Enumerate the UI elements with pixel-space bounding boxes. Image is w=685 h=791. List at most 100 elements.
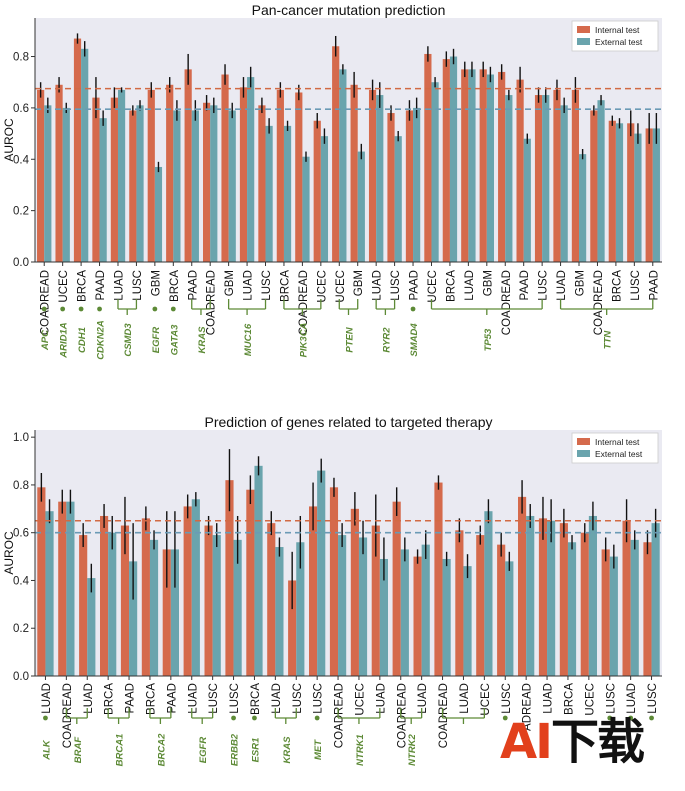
gene-label: ERBB2 xyxy=(230,733,241,766)
category-label: LUAD xyxy=(417,683,429,714)
gene-dot xyxy=(410,306,416,312)
bar-internal xyxy=(129,110,137,262)
bar-internal xyxy=(350,508,359,676)
bar-external xyxy=(247,77,255,262)
bar-external xyxy=(99,118,107,262)
bar-external xyxy=(376,95,384,262)
category-label: LUSC xyxy=(132,270,144,301)
bar-external xyxy=(108,532,117,676)
bar-internal xyxy=(350,84,358,262)
bar-internal xyxy=(538,518,548,676)
bar-internal xyxy=(643,542,652,676)
bar-internal xyxy=(645,128,653,262)
gene-dot xyxy=(60,306,66,312)
category-label: LUSC xyxy=(538,270,550,301)
bar-external xyxy=(463,566,472,676)
category-label: COADREAD xyxy=(396,683,408,748)
legend-label: External test xyxy=(595,449,643,459)
bar-external xyxy=(560,105,568,262)
gene-label: KRAS xyxy=(197,326,208,354)
chart-title: Pan-cancer mutation prediction xyxy=(252,2,446,18)
bar-internal xyxy=(424,53,432,263)
targeted-therapy-chart: Prediction of genes related to targeted … xyxy=(2,414,662,766)
gene-label: EGFR xyxy=(151,327,162,354)
category-label: LUAD xyxy=(543,683,555,714)
bar-internal xyxy=(580,532,589,676)
plot-area xyxy=(35,430,662,676)
y-axis-label: AUROC xyxy=(2,118,16,162)
category-label: UCEC xyxy=(316,270,328,303)
category-label: COADREAD xyxy=(40,270,52,335)
bar-external xyxy=(542,95,550,262)
gene-label: SMAD4 xyxy=(409,323,420,357)
bar-internal xyxy=(202,102,211,262)
gene-label: BRCA1 xyxy=(115,734,126,767)
gene-dot xyxy=(314,715,320,721)
bar-internal xyxy=(498,71,506,262)
category-label: LUAD xyxy=(113,270,125,301)
bar-external xyxy=(634,133,642,262)
category-label: BRCA xyxy=(104,683,116,715)
bar-internal xyxy=(461,69,469,262)
category-label: GBM xyxy=(353,270,365,296)
y-tick-label: 0.0 xyxy=(13,257,29,269)
gene-dot xyxy=(152,306,158,312)
category-label: LUAD xyxy=(626,683,638,714)
gene-label: CDKN2A xyxy=(96,320,107,360)
bar-external xyxy=(254,465,263,676)
bar-external xyxy=(62,107,70,262)
bar-external xyxy=(44,105,52,262)
gene-label: APC xyxy=(40,330,51,351)
category-label: LUAD xyxy=(41,683,53,714)
bar-external xyxy=(233,539,242,676)
legend-label: Internal test xyxy=(595,437,640,447)
bar-external xyxy=(117,89,126,262)
gene-label: RYR2 xyxy=(381,327,392,353)
bar-external xyxy=(630,539,639,676)
gene-label: MET xyxy=(313,739,324,760)
gene-label: NTRK1 xyxy=(355,734,366,766)
bar-internal xyxy=(204,525,213,676)
bar-internal xyxy=(413,556,422,676)
category-label: BRCA xyxy=(145,683,157,715)
category-label: GBM xyxy=(150,270,162,296)
bar-external xyxy=(212,535,221,676)
category-label: LUSC xyxy=(261,270,273,301)
category-label: BRCA xyxy=(77,270,89,302)
gene-label: ALK xyxy=(41,739,52,761)
bar-internal xyxy=(517,496,527,676)
bar-external xyxy=(154,166,163,262)
y-tick-label: 0.0 xyxy=(13,671,29,683)
bar-internal xyxy=(392,501,401,676)
bar-internal xyxy=(608,120,616,262)
bar-internal xyxy=(455,530,464,676)
bar-external xyxy=(265,125,273,262)
y-tick-label: 0.6 xyxy=(13,528,29,540)
gene-dot xyxy=(607,715,613,721)
category-label: LUAD xyxy=(271,683,283,714)
category-label: LUSC xyxy=(501,683,513,714)
category-label: PAAD xyxy=(125,683,137,713)
bar-external xyxy=(597,100,605,262)
legend-label: Internal test xyxy=(595,25,640,35)
legend-label: External test xyxy=(595,37,643,47)
bar-external xyxy=(486,74,495,262)
category-label: PAAD xyxy=(95,270,107,300)
category-label: LUAD xyxy=(464,270,476,301)
category-label: LUAD xyxy=(243,270,255,301)
bar-internal xyxy=(479,69,487,262)
category-label: BRCA xyxy=(445,270,457,302)
category-label: LUAD xyxy=(556,270,568,301)
category-label: BRCA xyxy=(563,683,575,715)
gene-dot xyxy=(170,306,176,312)
bar-external xyxy=(338,535,347,676)
category-label: UCEC xyxy=(427,270,439,303)
bar-internal xyxy=(55,84,63,262)
bar-external xyxy=(505,561,514,676)
plot-area xyxy=(35,18,662,262)
bar-external xyxy=(191,499,200,676)
bar-external xyxy=(170,549,180,676)
bar-internal xyxy=(276,89,284,262)
bar-external xyxy=(394,136,402,262)
gene-label: TP53 xyxy=(483,328,494,351)
